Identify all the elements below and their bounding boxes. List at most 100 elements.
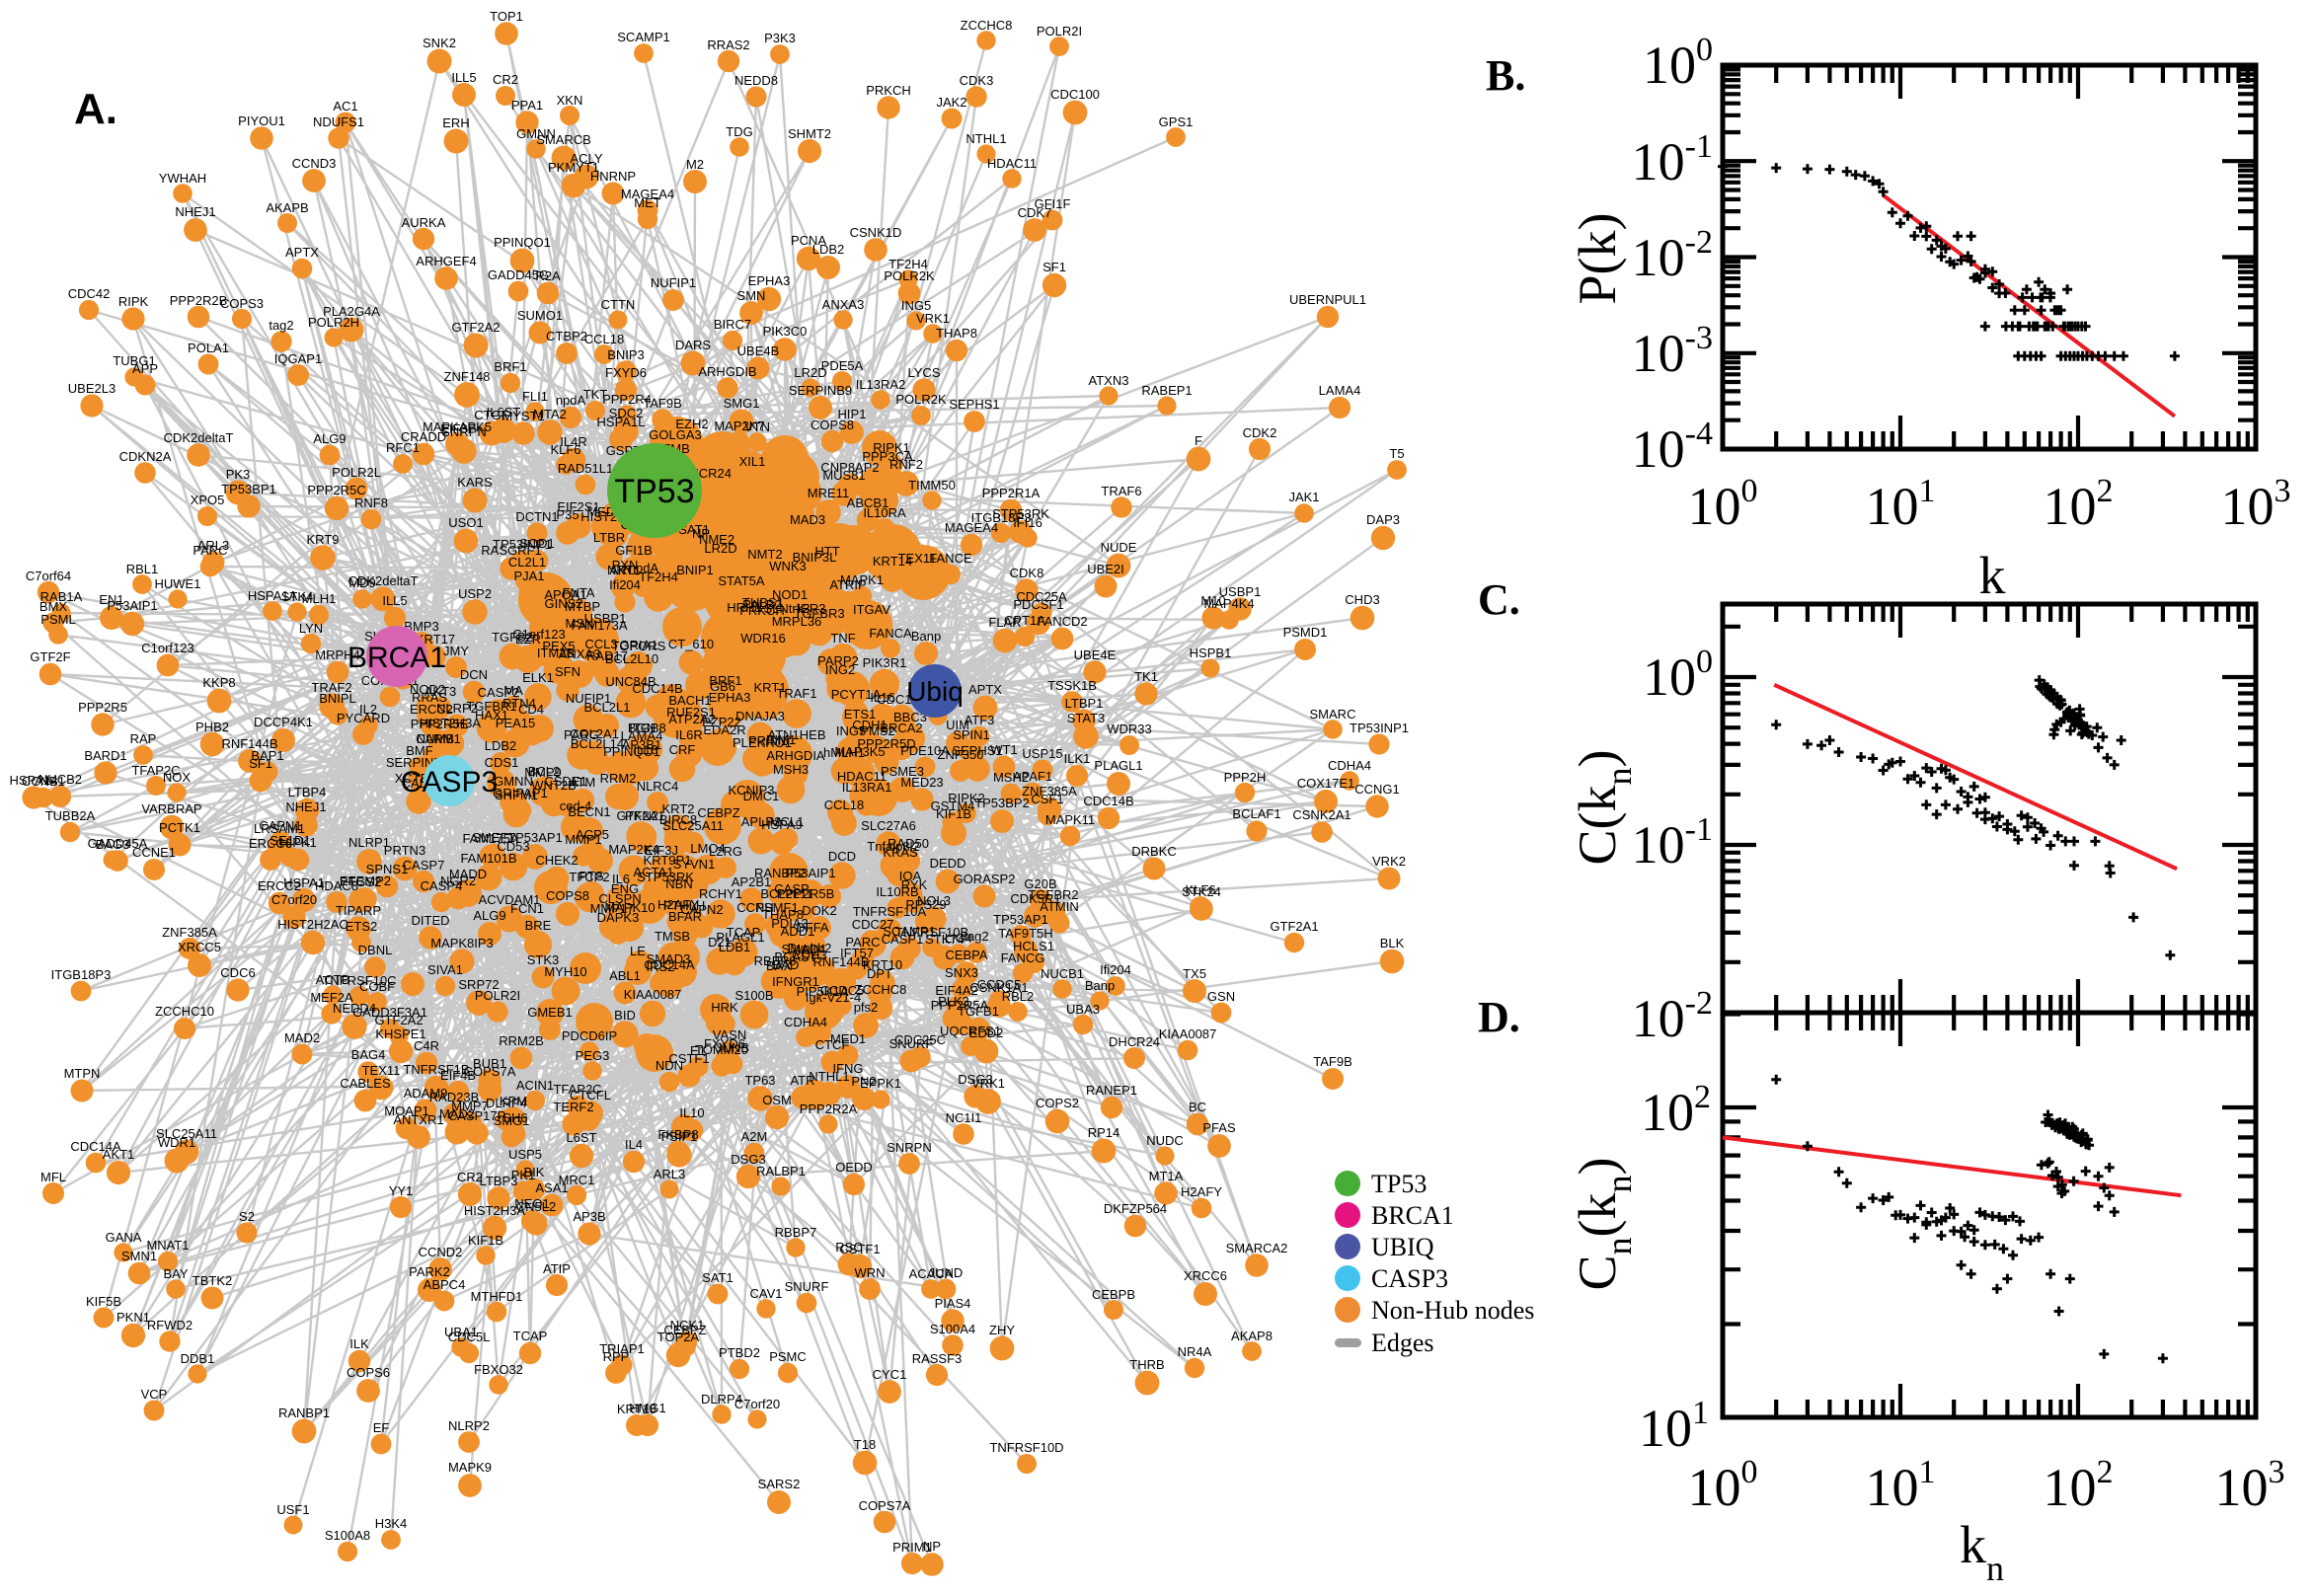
svg-text:DLRP4: DLRP4 bbox=[486, 1096, 527, 1110]
svg-text:LAMA4: LAMA4 bbox=[621, 728, 663, 743]
svg-text:RALBP1: RALBP1 bbox=[756, 1164, 806, 1178]
svg-text:101: 101 bbox=[1866, 473, 1936, 536]
svg-text:PTS: PTS bbox=[579, 869, 604, 883]
svg-text:D.: D. bbox=[1478, 993, 1520, 1041]
svg-text:TOPORS: TOPORS bbox=[612, 639, 666, 653]
svg-text:IRS2: IRS2 bbox=[647, 959, 675, 974]
svg-text:GTF2A2: GTF2A2 bbox=[374, 1013, 423, 1027]
svg-text:PFAS: PFAS bbox=[1202, 1120, 1236, 1135]
svg-text:PRKCH: PRKCH bbox=[739, 603, 785, 618]
svg-text:TRAF6: TRAF6 bbox=[1101, 484, 1141, 498]
svg-text:CASP2: CASP2 bbox=[478, 685, 520, 700]
svg-text:RASGRF1: RASGRF1 bbox=[481, 543, 541, 558]
svg-text:COBF: COBF bbox=[359, 979, 395, 994]
svg-text:FAM173A: FAM173A bbox=[571, 618, 627, 633]
svg-text:PRIM1: PRIM1 bbox=[748, 733, 788, 748]
svg-text:P53AIP1: P53AIP1 bbox=[107, 598, 157, 613]
svg-text:COX17E1: COX17E1 bbox=[1297, 776, 1355, 791]
svg-text:SMARCA2: SMARCA2 bbox=[1226, 1241, 1288, 1255]
svg-text:COPS2: COPS2 bbox=[1036, 1096, 1079, 1110]
svg-text:NMT2: NMT2 bbox=[747, 547, 782, 562]
svg-text:SYVN1: SYVN1 bbox=[673, 857, 716, 872]
svg-text:TFCP2: TFCP2 bbox=[569, 870, 609, 884]
svg-text:DCTN1: DCTN1 bbox=[515, 509, 558, 524]
svg-text:UBA3: UBA3 bbox=[1066, 1002, 1100, 1017]
svg-text:HRK: HRK bbox=[711, 1000, 738, 1015]
svg-text:NDUFS1: NDUFS1 bbox=[313, 114, 364, 129]
svg-text:NLRP1: NLRP1 bbox=[348, 835, 390, 850]
svg-text:GOLGA3: GOLGA3 bbox=[649, 427, 701, 442]
svg-text:HTT: HTT bbox=[814, 544, 839, 559]
svg-text:NP: NP bbox=[692, 526, 710, 541]
svg-text:H2AFY: H2AFY bbox=[657, 897, 699, 912]
svg-text:DMC1: DMC1 bbox=[743, 789, 780, 803]
svg-text:SLC25A11: SLC25A11 bbox=[156, 1126, 217, 1141]
svg-text:DEDD: DEDD bbox=[930, 856, 966, 871]
svg-text:PDE10A: PDE10A bbox=[900, 743, 950, 758]
svg-text:SMN: SMN bbox=[737, 288, 766, 303]
svg-text:TNFRSF1B: TNFRSF1B bbox=[403, 1062, 469, 1077]
svg-text:IL10: IL10 bbox=[679, 1105, 704, 1120]
svg-text:ITGAV: ITGAV bbox=[853, 602, 890, 617]
svg-text:HIP1: HIP1 bbox=[838, 407, 867, 421]
svg-text:UBE2I: UBE2I bbox=[1087, 562, 1124, 576]
svg-text:APP: APP bbox=[132, 361, 158, 376]
svg-text:PARK2: PARK2 bbox=[409, 1264, 450, 1279]
svg-text:KIAA0087: KIAA0087 bbox=[624, 987, 682, 1002]
svg-text:ING2: ING2 bbox=[825, 662, 855, 677]
svg-text:CASP: CASP bbox=[774, 881, 809, 896]
svg-text:H2AFY: H2AFY bbox=[1181, 1184, 1222, 1199]
svg-text:THRB: THRB bbox=[1129, 1357, 1164, 1372]
svg-text:FANCA: FANCA bbox=[869, 626, 912, 641]
svg-text:NHEJ1: NHEJ1 bbox=[285, 799, 326, 814]
svg-text:ZCCHC8: ZCCHC8 bbox=[855, 982, 907, 997]
svg-text:CDK2deltaT: CDK2deltaT bbox=[348, 573, 419, 588]
svg-text:CAV1: CAV1 bbox=[750, 1286, 783, 1301]
svg-text:ILL5: ILL5 bbox=[382, 593, 407, 608]
svg-text:Dynlrb2: Dynlrb2 bbox=[788, 941, 832, 955]
svg-text:EIF3J: EIF3J bbox=[645, 843, 678, 858]
svg-text:ATF3: ATF3 bbox=[965, 713, 995, 727]
svg-text:KIAA0087: KIAA0087 bbox=[1159, 1026, 1217, 1041]
svg-text:MAP2K7: MAP2K7 bbox=[714, 418, 764, 433]
svg-text:KIF1B: KIF1B bbox=[936, 806, 971, 821]
svg-text:CR2: CR2 bbox=[493, 72, 518, 87]
svg-text:102: 102 bbox=[2044, 473, 2114, 536]
svg-text:PIM1: PIM1 bbox=[766, 732, 796, 747]
svg-text:CPT1A: CPT1A bbox=[1004, 613, 1045, 628]
svg-text:CARM1: CARM1 bbox=[416, 731, 461, 746]
svg-text:Non-Hub nodes: Non-Hub nodes bbox=[1371, 1296, 1534, 1325]
svg-text:CCND3: CCND3 bbox=[292, 156, 337, 171]
svg-text:VRK1: VRK1 bbox=[916, 311, 950, 326]
svg-text:BIRC7: BIRC7 bbox=[714, 317, 751, 332]
svg-text:LRSAM1: LRSAM1 bbox=[254, 821, 305, 836]
svg-text:IL6: IL6 bbox=[612, 872, 630, 886]
svg-text:GSTM4: GSTM4 bbox=[931, 798, 975, 813]
svg-text:PKN2: PKN2 bbox=[625, 808, 658, 823]
svg-text:M2: M2 bbox=[686, 157, 704, 172]
svg-text:HUWE1: HUWE1 bbox=[155, 576, 201, 591]
svg-text:PCYT1A: PCYT1A bbox=[831, 687, 882, 702]
svg-text:Banp: Banp bbox=[911, 629, 941, 644]
svg-text:DHCR24: DHCR24 bbox=[1109, 1034, 1160, 1049]
svg-text:CEBPZ: CEBPZ bbox=[663, 1323, 706, 1337]
svg-text:RAD51L1: RAD51L1 bbox=[558, 461, 613, 476]
svg-text:KLF6: KLF6 bbox=[550, 442, 580, 457]
svg-text:AKT1: AKT1 bbox=[103, 1147, 135, 1162]
svg-text:DOK2: DOK2 bbox=[802, 903, 836, 918]
svg-text:E1: E1 bbox=[690, 1043, 706, 1058]
svg-text:TRIAP1: TRIAP1 bbox=[599, 1341, 645, 1356]
svg-text:100: 100 bbox=[1688, 473, 1758, 536]
svg-text:TNFRSF10C: TNFRSF10C bbox=[322, 973, 396, 988]
svg-text:JAK2: JAK2 bbox=[936, 95, 966, 110]
svg-text:MAGEA4: MAGEA4 bbox=[945, 520, 998, 535]
svg-text:PK1: PK1 bbox=[511, 1168, 536, 1182]
svg-text:SNURF: SNURF bbox=[889, 1036, 934, 1051]
svg-text:BCAST: BCAST bbox=[774, 950, 816, 964]
svg-text:CTBP2: CTBP2 bbox=[546, 329, 587, 343]
svg-text:GTF2A1: GTF2A1 bbox=[616, 808, 664, 823]
svg-text:NOD2: NOD2 bbox=[410, 682, 445, 697]
svg-text:KRT9P1: KRT9P1 bbox=[644, 853, 692, 868]
svg-text:PSMD1: PSMD1 bbox=[1283, 625, 1328, 640]
svg-text:Tnfaip8l2: Tnfaip8l2 bbox=[867, 839, 919, 854]
